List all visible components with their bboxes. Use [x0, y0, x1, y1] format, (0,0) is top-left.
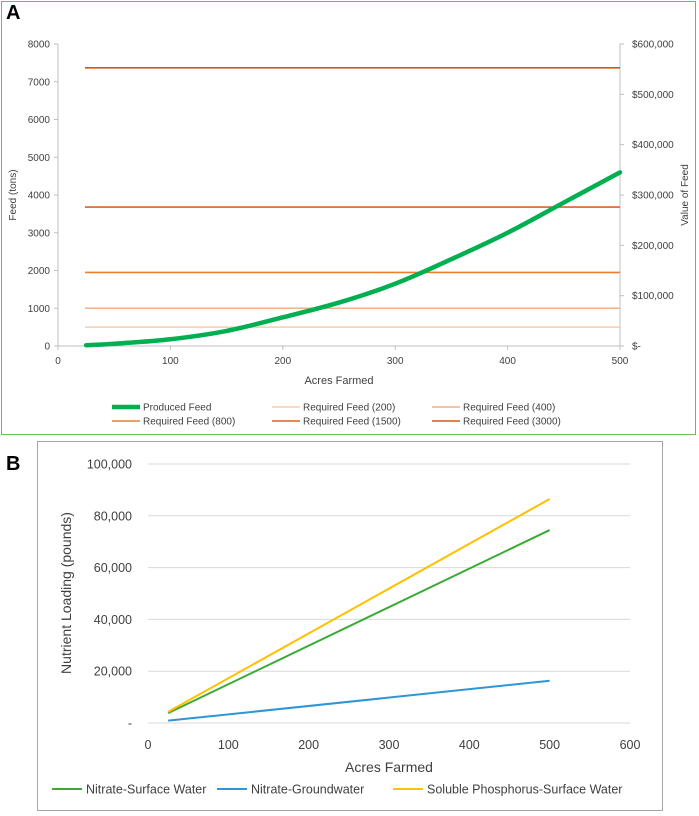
b-y-axis-title: Nutrient Loading (pounds)	[58, 512, 74, 674]
b-legend-label: Soluble Phosphorus-Surface Water	[427, 783, 622, 797]
a-x-tick-label: 200	[274, 356, 291, 367]
b-series-line	[167, 679, 550, 722]
b-series-line	[167, 498, 551, 713]
a-produced-feed-line	[83, 170, 623, 348]
a-y2-tick-label: $100,000	[632, 291, 674, 302]
b-x-axis-title: Acres Farmed	[345, 759, 433, 775]
a-legend-label: Required Feed (800)	[143, 417, 235, 428]
a-y-tick-label: 6000	[28, 115, 51, 126]
b-y-tick-label: 60,000	[94, 561, 132, 575]
b-y-tick-label: 80,000	[94, 509, 132, 523]
a-y2-tick-label: $300,000	[632, 191, 674, 202]
a-y2-tick-label: $500,000	[632, 90, 674, 101]
b-x-tick-label: 400	[459, 738, 480, 752]
b-x-tick-label: 600	[620, 738, 641, 752]
a-y-axis-title: Feed (tons)	[8, 169, 19, 220]
a-x-tick-label: 500	[612, 356, 629, 367]
b-y-tick-label: 100,000	[87, 458, 132, 472]
a-y-tick-label: 4000	[28, 191, 51, 202]
b-series-line	[167, 529, 551, 715]
a-x-tick-label: 300	[387, 356, 404, 367]
b-legend-label: Nitrate-Surface Water	[86, 783, 206, 797]
a-y2-tick-label: $400,000	[632, 140, 674, 151]
a-y2-axis-title: Value of Feed	[680, 164, 691, 226]
b-y-tick-label: 20,000	[94, 665, 132, 679]
a-legend-label: Required Feed (200)	[303, 403, 395, 414]
a-y-tick-label: 3000	[28, 228, 51, 239]
a-x-tick-label: 0	[55, 356, 61, 367]
a-legend-label: Produced Feed	[143, 403, 211, 414]
b-y-tick-label: 40,000	[94, 613, 132, 627]
panel-a-frame	[1, 1, 696, 435]
a-x-tick-label: 100	[162, 356, 179, 367]
b-x-tick-label: 200	[298, 738, 319, 752]
a-y-tick-label: 0	[44, 342, 50, 353]
a-y-tick-label: 5000	[28, 153, 51, 164]
b-x-tick-label: 0	[145, 738, 152, 752]
b-x-tick-label: 100	[218, 738, 239, 752]
a-y-tick-label: 8000	[28, 40, 51, 51]
b-x-tick-label: 500	[539, 738, 560, 752]
a-legend-label: Required Feed (1500)	[303, 417, 401, 428]
b-x-tick-label: 300	[379, 738, 400, 752]
a-legend-label: Required Feed (400)	[463, 403, 555, 414]
panel-a-label: A	[6, 2, 21, 24]
panel-b-frame	[37, 441, 663, 811]
a-legend-label: Required Feed (3000)	[463, 417, 561, 428]
a-x-axis-title: Acres Farmed	[304, 375, 373, 387]
a-y2-tick-label: $600,000	[632, 40, 674, 51]
b-legend-label: Nitrate-Groundwater	[251, 783, 364, 797]
a-y2-tick-label: $-	[632, 342, 641, 353]
a-y-tick-label: 7000	[28, 77, 51, 88]
panel-b-label: B	[6, 453, 21, 475]
a-y-tick-label: 2000	[28, 266, 51, 277]
a-y2-tick-label: $200,000	[632, 241, 674, 252]
a-y-tick-label: 1000	[28, 304, 51, 315]
a-x-tick-label: 400	[499, 356, 516, 367]
b-y-tick-label: -	[128, 717, 132, 731]
